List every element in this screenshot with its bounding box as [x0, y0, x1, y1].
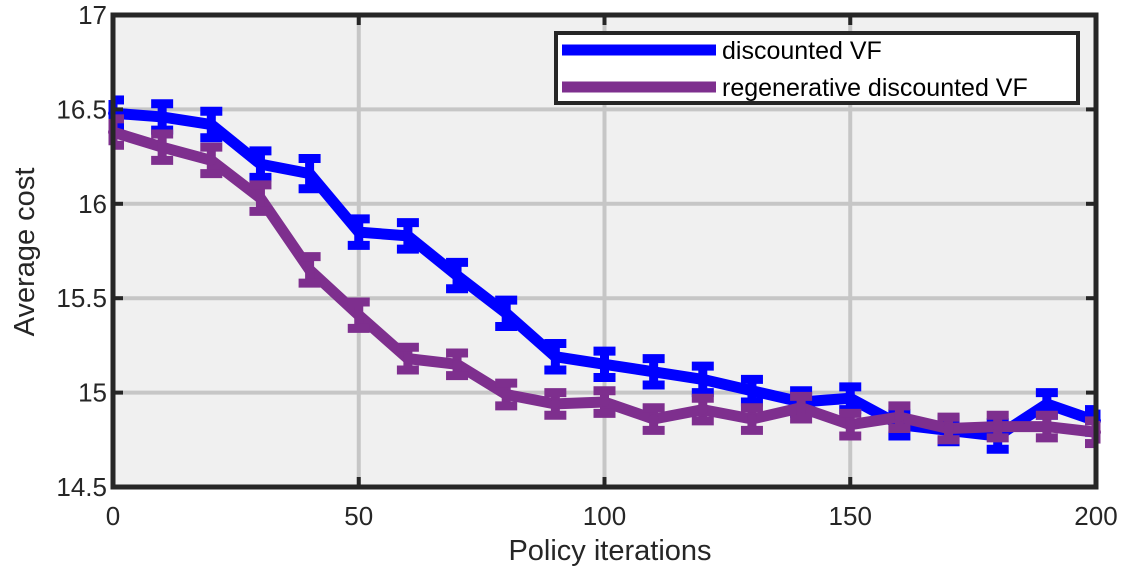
legend-label-regenerative-discounted-vf: regenerative discounted VF	[722, 74, 1028, 102]
data-point	[353, 310, 364, 321]
series-regenerative-discounted-vf	[108, 114, 1101, 449]
data-point	[894, 412, 905, 423]
y-tick-label: 15.5	[56, 283, 107, 313]
data-point	[599, 397, 610, 408]
data-point	[648, 414, 659, 425]
x-tick-label: 200	[1074, 501, 1117, 531]
data-point	[353, 227, 364, 238]
data-point	[402, 353, 413, 364]
data-point	[845, 419, 856, 430]
data-point	[796, 402, 807, 413]
y-tick-label: 16	[78, 189, 107, 219]
data-point	[255, 159, 266, 170]
legend-label-discounted-vf: discounted VF	[722, 37, 882, 65]
data-point	[452, 270, 463, 281]
data-point	[992, 421, 1003, 432]
y-tick-label: 14.5	[56, 472, 107, 502]
data-point	[697, 374, 708, 385]
x-tick-label: 50	[344, 501, 373, 531]
data-point	[1041, 421, 1052, 432]
y-tick-label: 16.5	[56, 94, 107, 124]
series-layer	[108, 95, 1101, 454]
x-tick-label: 150	[829, 501, 872, 531]
data-point	[157, 142, 168, 153]
data-point	[648, 366, 659, 377]
legend: discounted VF regenerative discounted VF	[554, 31, 1080, 105]
x-axis-label: Policy iterations	[508, 535, 711, 567]
data-point	[206, 119, 217, 130]
data-point	[845, 393, 856, 404]
data-point	[452, 359, 463, 370]
data-point	[157, 111, 168, 122]
axis-ticks: 0 50 100 150 200 14.5 15 15.5 16 16.5 17	[56, 0, 1117, 531]
data-point	[206, 155, 217, 166]
data-point	[501, 389, 512, 400]
data-point	[599, 359, 610, 370]
data-point	[402, 230, 413, 241]
data-point	[501, 308, 512, 319]
x-tick-label: 100	[583, 501, 626, 531]
data-point	[746, 414, 757, 425]
data-point	[304, 168, 315, 179]
x-tick-label: 0	[106, 501, 120, 531]
data-point	[304, 264, 315, 275]
data-point	[697, 404, 708, 415]
y-tick-label: 15	[78, 378, 107, 408]
data-point	[746, 385, 757, 396]
data-point	[550, 398, 561, 409]
data-point	[550, 351, 561, 362]
data-point	[255, 193, 266, 204]
y-tick-label: 17	[78, 0, 107, 30]
data-point	[943, 423, 954, 434]
data-point	[1041, 398, 1052, 409]
y-axis-label: Average cost	[9, 168, 41, 337]
